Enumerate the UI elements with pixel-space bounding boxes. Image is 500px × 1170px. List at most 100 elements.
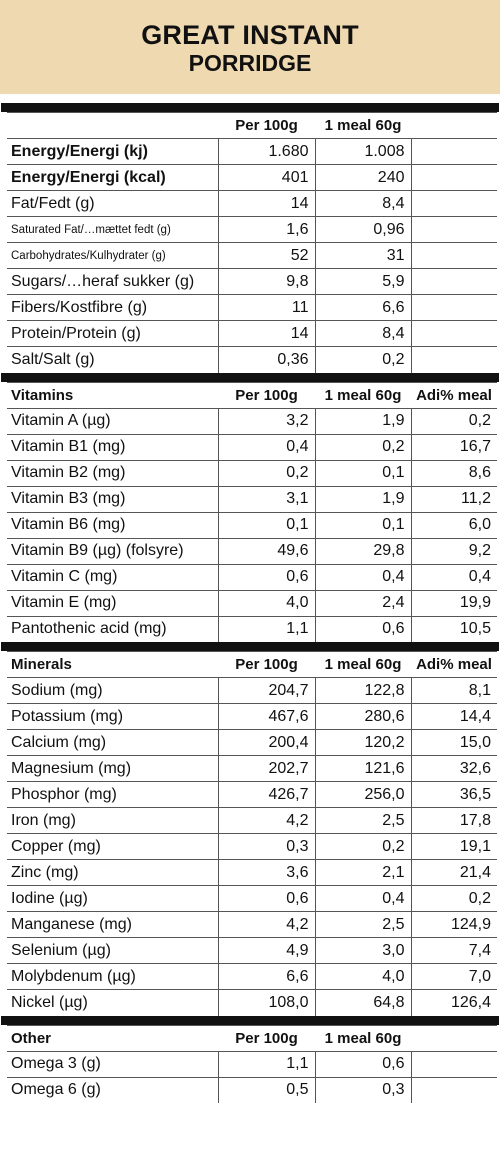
row-label: Sodium (mg)	[7, 677, 218, 704]
value-per-100g: 108,0	[217, 989, 315, 1016]
table-row: Vitamin B3 (mg) 3,1 1,9 11,2	[7, 485, 497, 512]
minerals-table: Minerals Per 100g 1 meal 60g Adi% meal Sodiu…	[7, 651, 497, 1016]
value-adi-percent: 6,0	[410, 511, 497, 538]
table-row: Phosphor (mg) 426,7 256,0 36,5	[7, 781, 497, 808]
row-label: Nickel (µg)	[7, 989, 218, 1016]
value-per-meal: 2,1	[314, 859, 411, 886]
value-per-meal: 0,6	[314, 615, 411, 642]
table-row: Salt/Salt (g) 0,36 0,2	[7, 346, 497, 373]
row-label: Vitamin B2 (mg)	[7, 459, 218, 486]
value-per-meal: 4,0	[314, 963, 411, 990]
column-header: Per 100g	[218, 112, 315, 139]
table-row: Omega 6 (g) 0,5 0,3	[7, 1076, 497, 1103]
value-per-100g: 0,5	[217, 1076, 315, 1103]
value-per-100g: 1.680	[217, 138, 315, 165]
row-label: Saturated Fat/…mættet fedt (g)	[7, 216, 218, 243]
value-adi-percent: 32,6	[410, 755, 497, 782]
table-row: Vitamin B9 (µg) (folsyre) 49,6 29,8 9,2	[7, 537, 497, 564]
value-per-meal: 280,6	[314, 703, 411, 730]
row-label: Protein/Protein (g)	[7, 320, 218, 347]
value-adi-percent: 0,2	[410, 407, 497, 434]
row-label: Sugars/…heraf sukker (g)	[7, 268, 218, 295]
value-adi-percent	[410, 242, 497, 269]
section-divider	[1, 103, 499, 112]
section-divider	[1, 372, 499, 382]
value-per-meal: 120,2	[314, 729, 411, 756]
value-per-100g: 202,7	[217, 755, 315, 782]
table-row: Vitamin B2 (mg) 0,2 0,1 8,6	[7, 459, 497, 486]
value-per-meal: 0,96	[314, 216, 411, 243]
row-label: Zinc (mg)	[7, 859, 218, 886]
table-row: Energy/Energi (kj) 1.680 1.008	[7, 138, 497, 165]
value-per-100g: 467,6	[217, 703, 315, 730]
column-header	[411, 1024, 497, 1051]
row-label: Vitamin E (mg)	[7, 589, 218, 616]
row-label: Magnesium (mg)	[7, 755, 218, 782]
value-per-100g: 0,6	[217, 563, 315, 590]
row-label: Phosphor (mg)	[7, 781, 218, 808]
table-row: Potassium (mg) 467,6 280,6 14,4	[7, 703, 497, 730]
table-row: Vitamin B6 (mg) 0,1 0,1 6,0	[7, 511, 497, 538]
value-per-100g: 204,7	[217, 677, 315, 704]
column-header: 1 meal 60g	[315, 381, 411, 408]
value-adi-percent	[410, 164, 497, 191]
value-per-meal: 0,2	[314, 346, 411, 373]
row-label: Vitamin B6 (mg)	[7, 511, 218, 538]
section-divider	[1, 642, 499, 651]
header-row: Vitamins Per 100g 1 meal 60g Adi% meal	[7, 381, 497, 408]
value-adi-percent: 7,4	[410, 937, 497, 964]
value-per-100g: 3,2	[217, 407, 315, 434]
row-label: Calcium (mg)	[7, 729, 218, 756]
value-per-meal: 2,5	[314, 911, 411, 938]
table-row: Carbohydrates/Kulhydrater (g) 52 31	[7, 242, 497, 269]
value-adi-percent: 126,4	[410, 989, 497, 1016]
other-table: Other Per 100g 1 meal 60g Omega 3 (g) 1,1 0,6…	[7, 1024, 497, 1103]
value-adi-percent	[410, 294, 497, 321]
row-label: Fibers/Kostfibre (g)	[7, 294, 218, 321]
section-divider	[1, 1015, 499, 1025]
row-label: Vitamin B1 (mg)	[7, 433, 218, 460]
table-row: Saturated Fat/…mættet fedt (g) 1,6 0,96	[7, 216, 497, 243]
value-per-meal: 2,5	[314, 807, 411, 834]
value-adi-percent: 19,1	[410, 833, 497, 860]
value-adi-percent: 36,5	[410, 781, 497, 808]
value-adi-percent: 15,0	[410, 729, 497, 756]
header-row: Other Per 100g 1 meal 60g	[7, 1024, 497, 1051]
value-per-meal: 8,4	[314, 190, 411, 217]
section-heading: Minerals	[7, 651, 218, 678]
value-per-100g: 1,6	[217, 216, 315, 243]
value-per-meal: 0,3	[314, 1076, 411, 1103]
value-adi-percent	[410, 346, 497, 373]
row-label: Fat/Fedt (g)	[7, 190, 218, 217]
value-adi-percent: 19,9	[410, 589, 497, 616]
value-per-100g: 401	[217, 164, 315, 191]
table-row: Fat/Fedt (g) 14 8,4	[7, 190, 497, 217]
table-row: Zinc (mg) 3,6 2,1 21,4	[7, 859, 497, 886]
value-adi-percent	[410, 190, 497, 217]
value-adi-percent: 21,4	[410, 859, 497, 886]
table-row: Iron (mg) 4,2 2,5 17,8	[7, 807, 497, 834]
value-per-100g: 3,6	[217, 859, 315, 886]
row-label: Energy/Energi (kj)	[7, 138, 218, 165]
value-per-100g: 1,1	[217, 1050, 315, 1077]
value-adi-percent	[410, 1050, 497, 1077]
value-per-meal: 240	[314, 164, 411, 191]
value-per-100g: 3,1	[217, 485, 315, 512]
value-adi-percent: 8,1	[410, 677, 497, 704]
value-per-meal: 0,6	[314, 1050, 411, 1077]
value-per-meal: 31	[314, 242, 411, 269]
header-row: Minerals Per 100g 1 meal 60g Adi% meal	[7, 651, 497, 678]
table-row: Fibers/Kostfibre (g) 11 6,6	[7, 294, 497, 321]
value-per-meal: 1,9	[314, 485, 411, 512]
value-adi-percent	[410, 1076, 497, 1103]
row-label: Omega 3 (g)	[7, 1050, 218, 1077]
value-adi-percent: 17,8	[410, 807, 497, 834]
value-per-meal: 1,9	[314, 407, 411, 434]
row-label: Carbohydrates/Kulhydrater (g)	[7, 242, 218, 269]
row-label: Copper (mg)	[7, 833, 218, 860]
value-per-meal: 0,2	[314, 833, 411, 860]
value-per-meal: 6,6	[314, 294, 411, 321]
value-per-100g: 14	[217, 190, 315, 217]
column-header: Per 100g	[218, 1024, 315, 1051]
